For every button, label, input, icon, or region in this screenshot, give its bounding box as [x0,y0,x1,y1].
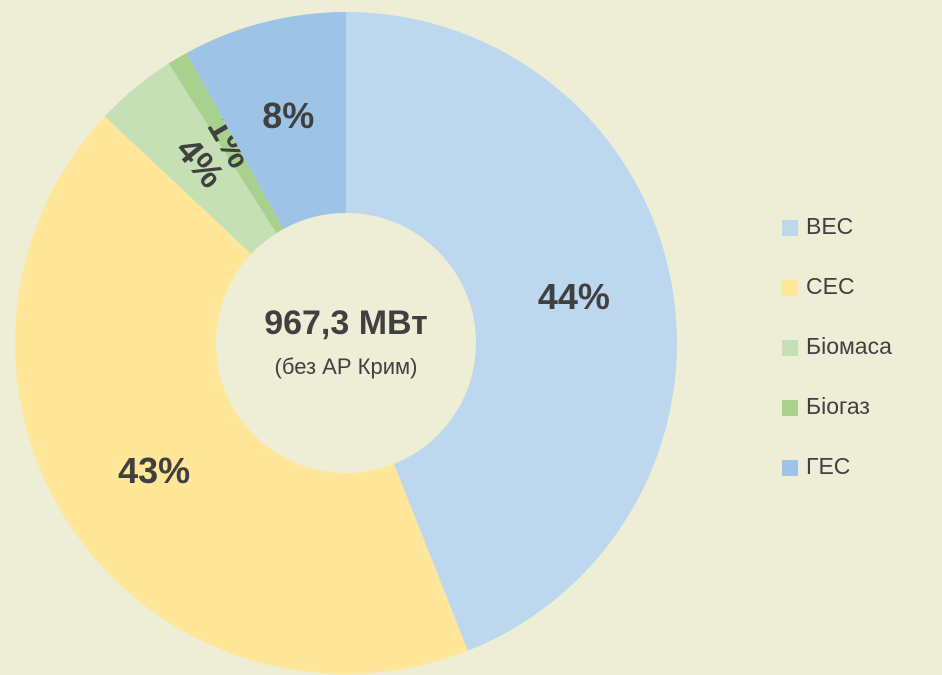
legend-swatch [782,460,798,476]
center-subtitle: (без АР Крим) [275,354,418,379]
donut-segment [168,52,284,234]
legend-swatch [782,280,798,296]
legend-label: СЕС [806,273,855,299]
donut-segment [14,116,468,675]
center-title: 967,3 МВт [264,304,428,342]
legend-swatch [782,340,798,356]
donut-segment [346,12,678,651]
legend-swatch [782,220,798,236]
donut-segment [186,12,346,230]
donut-segment [104,63,277,255]
legend-label: ВЕС [806,213,853,239]
legend-label: Біомаса [806,333,892,359]
data-label: 44% [538,276,610,317]
legend-label: Біогаз [806,393,870,419]
legend-label: ГЕС [806,453,850,479]
legend-swatch [782,400,798,416]
data-label: 8% [262,95,314,136]
data-label: 43% [118,450,190,491]
